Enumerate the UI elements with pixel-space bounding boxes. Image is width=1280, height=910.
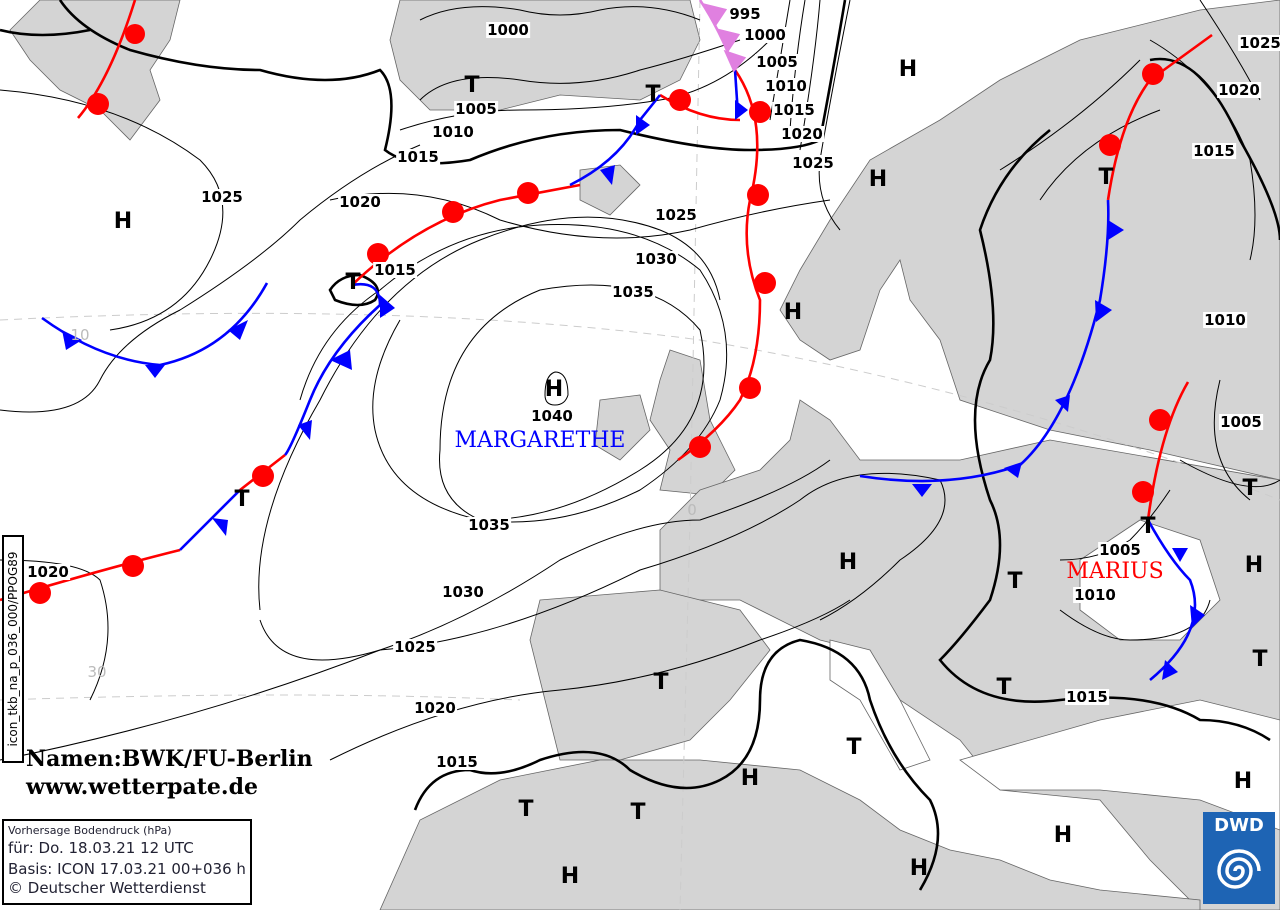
high-pressure-marker: H bbox=[113, 209, 133, 234]
cyclone-name-marius: MARIUS bbox=[1066, 559, 1164, 584]
isobar-label: 1020 bbox=[413, 699, 457, 717]
high-pressure-marker: H bbox=[909, 856, 929, 881]
isobar-label: 1035 bbox=[467, 516, 511, 534]
isobar-label: 1020 bbox=[1217, 81, 1261, 99]
low-pressure-marker: T bbox=[846, 735, 862, 760]
occlusion bbox=[698, 0, 747, 73]
isobar-label: 1040 bbox=[530, 407, 574, 425]
isobar-label: 1005 bbox=[1219, 413, 1263, 431]
low-pressure-marker: T bbox=[1007, 569, 1023, 594]
high-pressure-marker: H bbox=[740, 766, 760, 791]
low-pressure-marker: T bbox=[653, 670, 669, 695]
britain bbox=[649, 349, 736, 496]
isobar-label: 1000 bbox=[743, 26, 787, 44]
isobar-label: 1015 bbox=[1065, 688, 1109, 706]
isobar-label: 1025 bbox=[200, 188, 244, 206]
isobar-label: 1030 bbox=[634, 250, 678, 268]
dwd-logo-text: DWD bbox=[1214, 815, 1264, 836]
isobar-label: 1015 bbox=[373, 261, 417, 279]
product-code-box: icon_tkb_na_p_036_000/PPOG89 bbox=[2, 535, 24, 763]
greenland bbox=[9, 0, 181, 141]
grid-label: 30 bbox=[87, 663, 107, 681]
low-pressure-marker: T bbox=[1140, 514, 1156, 539]
info-valid-time: für: Do. 18.03.21 12 UTC bbox=[8, 839, 194, 857]
low-pressure-marker: T bbox=[1242, 476, 1258, 501]
spiral-icon bbox=[1217, 849, 1261, 889]
iceland-greenland-east bbox=[389, 0, 701, 111]
info-copyright: © Deutscher Wetterdienst bbox=[8, 879, 206, 897]
scandinavia bbox=[779, 0, 1280, 481]
isobar-label: 1025 bbox=[791, 154, 835, 172]
low-pressure-marker: T bbox=[645, 82, 661, 107]
isobar-label: 1015 bbox=[396, 148, 440, 166]
high-pressure-marker: H bbox=[868, 167, 888, 192]
isobar-label: 1010 bbox=[1203, 311, 1247, 329]
isobar-label: 1010 bbox=[764, 77, 808, 95]
high-pressure-marker: H bbox=[560, 864, 580, 889]
high-pressure-marker: H bbox=[898, 57, 918, 82]
isobar-label: 1025 bbox=[654, 206, 698, 224]
low-pressure-marker: T bbox=[1098, 165, 1114, 190]
high-pressure-marker: H bbox=[1233, 769, 1253, 794]
isobar-label: 1015 bbox=[1192, 142, 1236, 160]
high-pressure-marker: H bbox=[544, 377, 564, 402]
cold-front-symbols bbox=[62, 100, 1205, 680]
credits: Namen:BWK/FU-Berlin www.wetterpate.de bbox=[26, 745, 313, 801]
isobar-label: 1005 bbox=[755, 53, 799, 71]
low-pressure-marker: T bbox=[518, 797, 534, 822]
isobar-label: 1025 bbox=[1238, 34, 1280, 52]
high-pressure-marker: H bbox=[783, 300, 803, 325]
africa bbox=[379, 759, 1201, 910]
grid-label: 10 bbox=[70, 326, 90, 344]
isobar-label: 1030 bbox=[441, 583, 485, 601]
high-pressure-marker: H bbox=[1053, 823, 1073, 848]
isobar-label: 1015 bbox=[772, 101, 816, 119]
low-pressure-marker: T bbox=[630, 800, 646, 825]
low-pressure-marker: T bbox=[464, 73, 480, 98]
credits-names: Namen:BWK/FU-Berlin bbox=[26, 746, 313, 772]
info-basis: Basis: ICON 17.03.21 00+036 h bbox=[8, 860, 246, 878]
low-pressure-marker: T bbox=[996, 675, 1012, 700]
high-pressure-marker: H bbox=[838, 550, 858, 575]
product-code: icon_tkb_na_p_036_000/PPOG89 bbox=[6, 551, 20, 747]
isobar-label: 1035 bbox=[611, 283, 655, 301]
info-title: Vorhersage Bodendruck (hPa) bbox=[8, 824, 172, 837]
isobar-label: 1010 bbox=[431, 123, 475, 141]
mediterranean-east bbox=[959, 699, 1280, 831]
ireland bbox=[594, 394, 651, 461]
isobar-label: 1005 bbox=[454, 100, 498, 118]
isobar-label: 1025 bbox=[393, 638, 437, 656]
isobar-label: 1020 bbox=[780, 125, 824, 143]
isobar-label: 1000 bbox=[486, 21, 530, 39]
low-pressure-marker: T bbox=[345, 270, 361, 295]
cyclone-name-margarethe: MARGARETHE bbox=[454, 428, 626, 453]
high-pressure-marker: H bbox=[1244, 553, 1264, 578]
isobar-label: 1005 bbox=[1098, 541, 1142, 559]
info-box: Vorhersage Bodendruck (hPa) für: Do. 18.… bbox=[2, 819, 252, 905]
low-pressure-marker: T bbox=[234, 487, 250, 512]
isobars bbox=[0, 0, 1280, 761]
grid-label: 0 bbox=[687, 501, 697, 519]
isobar-label: 995 bbox=[728, 5, 762, 23]
isobar-label: 1015 bbox=[435, 753, 479, 771]
major-isobars bbox=[0, 0, 1280, 891]
dwd-logo: DWD bbox=[1203, 812, 1275, 904]
isobar-label: 1020 bbox=[26, 563, 70, 581]
credits-website: www.wetterpate.de bbox=[26, 774, 258, 800]
isobar-label: 1020 bbox=[338, 193, 382, 211]
warm-front-symbols bbox=[29, 24, 1171, 604]
low-pressure-marker: T bbox=[1252, 647, 1268, 672]
isobar-label: 1010 bbox=[1073, 586, 1117, 604]
italy bbox=[829, 639, 931, 771]
